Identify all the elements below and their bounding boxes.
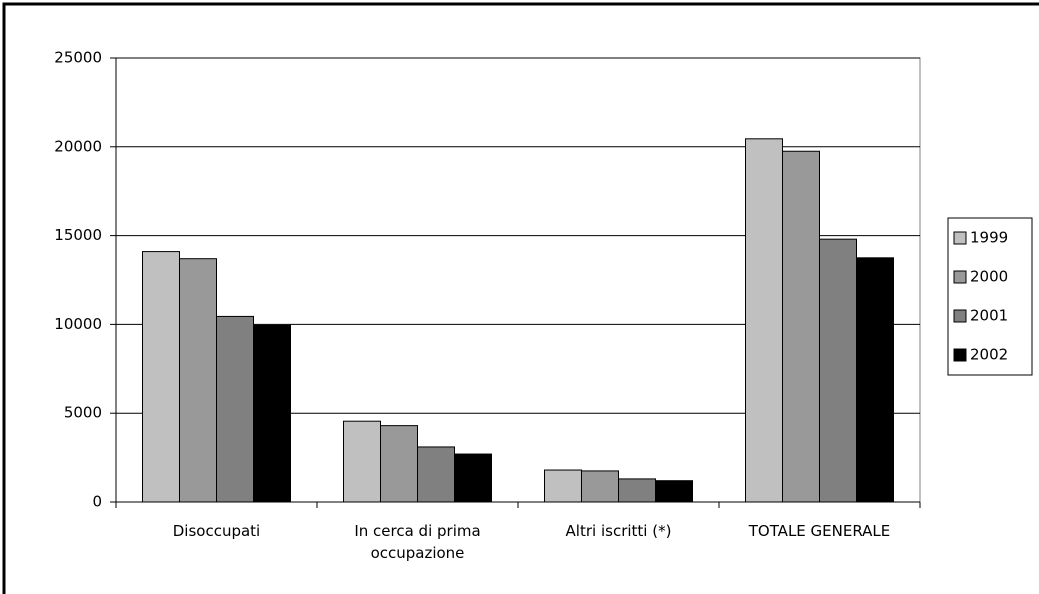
x-tick-label: Altri iscritti (*) bbox=[565, 522, 672, 540]
x-tick-label: TOTALE GENERALE bbox=[748, 522, 891, 540]
bar bbox=[142, 251, 180, 503]
bar bbox=[745, 138, 783, 503]
legend-label: 2001 bbox=[970, 307, 1008, 325]
bar bbox=[253, 324, 291, 503]
bar bbox=[782, 150, 820, 503]
legend-label: 1999 bbox=[970, 229, 1008, 247]
y-tick-label: 15000 bbox=[54, 226, 102, 244]
bar bbox=[417, 446, 455, 503]
bar bbox=[380, 425, 418, 503]
bar bbox=[179, 258, 217, 503]
y-tick-label: 25000 bbox=[54, 49, 102, 67]
x-tick-label: In cerca di prima occupazione bbox=[354, 522, 481, 562]
legend-label: 2002 bbox=[970, 346, 1008, 364]
bar bbox=[581, 470, 619, 503]
legend-label: 2000 bbox=[970, 268, 1008, 286]
legend-swatch bbox=[953, 348, 967, 362]
bar bbox=[618, 478, 656, 503]
bar bbox=[655, 480, 693, 503]
y-tick-label: 5000 bbox=[64, 404, 102, 422]
bar bbox=[819, 238, 857, 503]
bar bbox=[216, 315, 254, 503]
bar bbox=[544, 469, 582, 503]
y-tick-label: 0 bbox=[92, 493, 102, 511]
bar bbox=[454, 453, 492, 503]
legend-swatch bbox=[953, 270, 967, 284]
y-tick-label: 20000 bbox=[54, 137, 102, 155]
bar bbox=[856, 257, 894, 503]
x-tick-label: Disoccupati bbox=[172, 522, 261, 540]
legend-swatch bbox=[953, 309, 967, 323]
legend-swatch bbox=[953, 231, 967, 245]
bar bbox=[343, 420, 381, 503]
y-tick-label: 10000 bbox=[54, 315, 102, 333]
